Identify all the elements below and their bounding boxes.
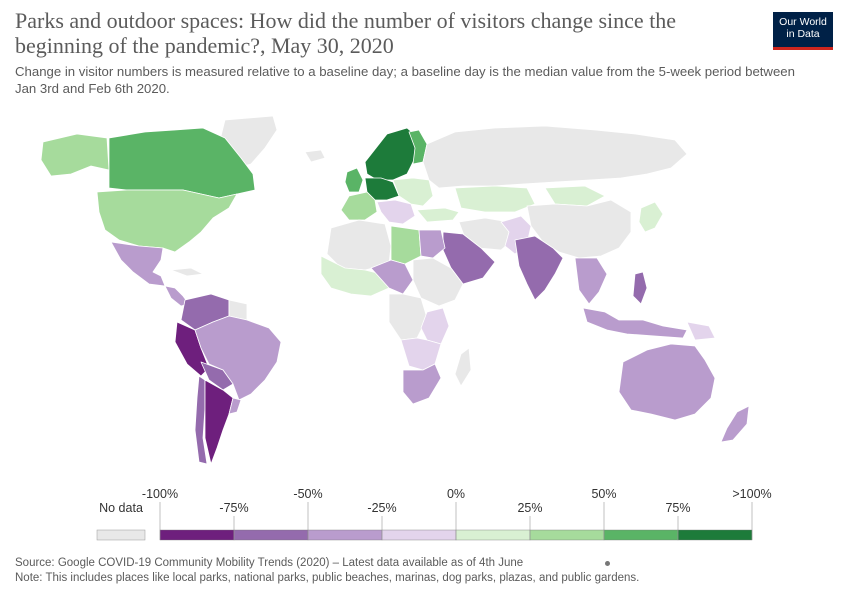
region-bolivia[interactable] bbox=[200, 361, 234, 391]
chart-title: Parks and outdoor spaces: How did the nu… bbox=[15, 8, 677, 58]
legend-no-data-label: No data bbox=[99, 501, 143, 515]
region-argentina[interactable] bbox=[204, 379, 234, 465]
legend-swatch-3 bbox=[381, 529, 457, 541]
region-russia[interactable] bbox=[422, 125, 688, 189]
region-indonesia[interactable] bbox=[582, 307, 688, 339]
region-turkey[interactable] bbox=[416, 207, 460, 223]
world-map bbox=[40, 115, 750, 465]
legend-label-top-0: -100% bbox=[142, 487, 178, 501]
logo-line-2: in Data bbox=[786, 28, 820, 40]
region-southern-africa[interactable] bbox=[400, 337, 442, 371]
region-usa[interactable] bbox=[96, 189, 238, 253]
region-north-africa[interactable] bbox=[326, 219, 392, 271]
region-philippines[interactable] bbox=[632, 271, 648, 305]
region-south-africa[interactable] bbox=[402, 363, 442, 405]
region-alaska[interactable] bbox=[40, 133, 110, 177]
legend-swatch-1 bbox=[233, 529, 309, 541]
region-france[interactable] bbox=[340, 191, 378, 221]
region-brazil[interactable] bbox=[194, 315, 282, 401]
legend-label-mid-0: -75% bbox=[219, 501, 248, 515]
region-papua[interactable] bbox=[686, 321, 716, 341]
region-eastern-europe[interactable] bbox=[392, 177, 434, 207]
region-arabia[interactable] bbox=[442, 231, 496, 285]
legend-swatch-7 bbox=[677, 529, 753, 541]
legend-swatch-6 bbox=[603, 529, 679, 541]
legend-swatch-0 bbox=[159, 529, 235, 541]
footer: Source: Google COVID-19 Community Mobili… bbox=[15, 556, 639, 586]
legend: No data-100% -50% 0% 50% >100% -75% -25% 25% 75% bbox=[96, 487, 772, 541]
region-central-africa[interactable] bbox=[388, 293, 428, 341]
legend-swatch-5 bbox=[529, 529, 605, 541]
source-text[interactable]: Source: Google COVID-19 Community Mobili… bbox=[15, 557, 524, 569]
region-japan[interactable] bbox=[638, 201, 664, 233]
region-australia[interactable] bbox=[618, 343, 716, 421]
logo-red-bar bbox=[773, 47, 833, 50]
legend-label-mid-2: 25% bbox=[517, 501, 542, 515]
region-uk[interactable] bbox=[344, 167, 364, 193]
region-kazakhstan[interactable] bbox=[454, 185, 536, 213]
region-iceland[interactable] bbox=[304, 149, 326, 163]
region-egypt[interactable] bbox=[418, 229, 446, 259]
legend-label-top-2: 0% bbox=[447, 487, 465, 501]
region-libya[interactable] bbox=[390, 225, 422, 265]
owid-logo[interactable]: Our World in Data bbox=[773, 12, 833, 50]
chart-subtitle: Change in visitor numbers is measured re… bbox=[15, 64, 795, 96]
legend-swatch-4 bbox=[455, 529, 531, 541]
region-east-africa[interactable] bbox=[412, 257, 464, 307]
legend-label-mid-1: -25% bbox=[367, 501, 396, 515]
region-scandinavia[interactable] bbox=[364, 127, 420, 181]
region-mongolia[interactable] bbox=[544, 185, 606, 207]
legend-no-data-swatch bbox=[96, 529, 146, 541]
legend-label-top-1: -50% bbox=[293, 487, 322, 501]
region-italy-balkans[interactable] bbox=[376, 199, 416, 225]
logo-line-1: Our World bbox=[779, 16, 827, 28]
region-se-asia[interactable] bbox=[574, 257, 608, 305]
region-mexico[interactable] bbox=[110, 241, 166, 287]
region-madagascar[interactable] bbox=[454, 347, 472, 387]
legend-label-top-4: >100% bbox=[732, 487, 771, 501]
region-west-africa[interactable] bbox=[320, 255, 390, 297]
region-cuba[interactable] bbox=[170, 267, 204, 277]
note-text: Note: This includes places like local pa… bbox=[15, 572, 640, 584]
region-india[interactable] bbox=[514, 235, 564, 301]
region-new-zealand[interactable] bbox=[720, 405, 750, 443]
legend-label-mid-3: 75% bbox=[665, 501, 690, 515]
marker-dot bbox=[605, 561, 610, 566]
legend-swatch-2 bbox=[307, 529, 383, 541]
legend-label-top-3: 50% bbox=[591, 487, 616, 501]
region-uruguay[interactable] bbox=[228, 397, 242, 415]
